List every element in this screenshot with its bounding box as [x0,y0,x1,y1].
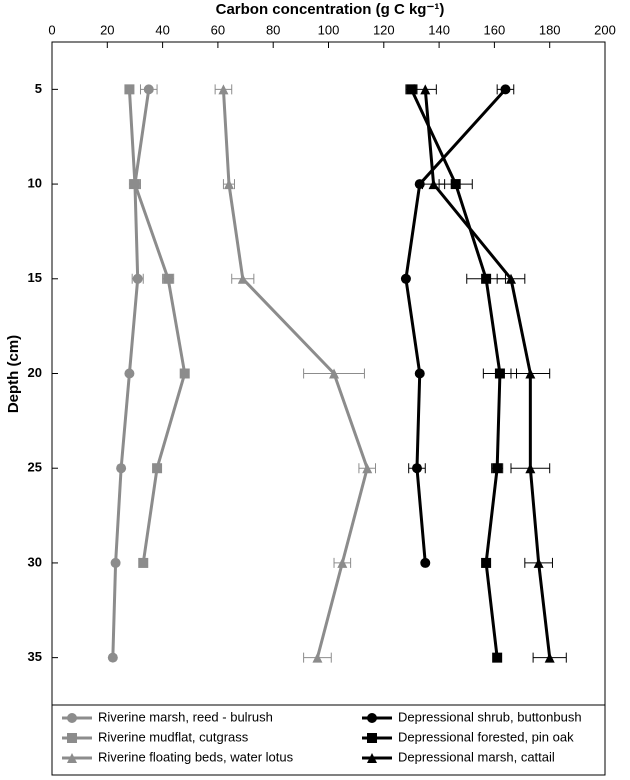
y-axis-title: Depth (cm) [5,335,22,413]
legend-label: Depressional shrub, buttonbush [398,709,582,724]
y-tick-label: 25 [28,460,42,475]
x-tick-label: 60 [211,22,225,37]
marker [329,368,340,379]
marker [152,463,163,474]
marker [450,179,461,190]
y-tick-label: 20 [28,365,42,380]
x-tick-label: 160 [484,22,506,37]
marker [129,179,140,190]
marker [411,463,422,474]
marker [237,273,248,284]
marker [223,179,234,190]
y-tick-label: 15 [28,270,42,285]
marker [116,463,127,474]
marker [179,368,190,379]
marker [132,273,143,284]
marker [143,84,154,95]
legend-marker [367,733,377,743]
legend-marker [67,753,77,763]
y-tick-label: 10 [28,176,42,191]
series-line [404,88,507,564]
marker [492,652,503,663]
x-tick-label: 0 [48,22,55,37]
marker [500,84,511,95]
marker [428,179,439,190]
marker [494,368,505,379]
marker [362,463,373,474]
marker [400,273,411,284]
x-tick-label: 40 [155,22,169,37]
marker [492,463,503,474]
marker [163,273,174,284]
marker [525,368,536,379]
legend-label: Riverine floating beds, water lotus [98,749,294,764]
marker [218,84,229,95]
marker [525,463,536,474]
marker [420,557,431,568]
marker [481,273,492,284]
x-tick-label: 100 [318,22,340,37]
series-line [127,89,187,564]
legend-marker [67,713,77,723]
marker [337,557,348,568]
legend-box [51,704,606,776]
legend-marker [67,733,77,743]
legend-marker [367,713,377,723]
y-tick-label: 35 [28,649,42,664]
legend-marker [367,753,377,763]
marker [406,84,417,95]
legend-label: Riverine marsh, reed - bulrush [98,709,273,724]
marker [107,652,118,663]
x-tick-label: 20 [100,22,114,37]
legend-label: Depressional forested, pin oak [398,729,574,744]
x-tick-label: 200 [594,22,616,37]
x-tick-label: 120 [373,22,395,37]
marker [544,652,555,663]
y-tick-label: 30 [28,554,42,569]
marker [312,652,323,663]
marker [124,368,135,379]
chart-title: Carbon concentration (g C kg⁻¹) [216,1,445,18]
legend-label: Depressional marsh, cattail [398,749,555,764]
y-tick-label: 5 [35,81,42,96]
legend-label: Riverine mudflat, cutgrass [98,729,249,744]
x-tick-label: 140 [428,22,450,37]
x-tick-label: 180 [539,22,561,37]
x-tick-label: 80 [266,22,280,37]
marker [481,557,492,568]
marker [138,557,149,568]
marker [110,557,121,568]
marker [414,368,425,379]
marker [420,84,431,95]
marker [533,557,544,568]
marker [505,273,516,284]
marker [124,84,135,95]
